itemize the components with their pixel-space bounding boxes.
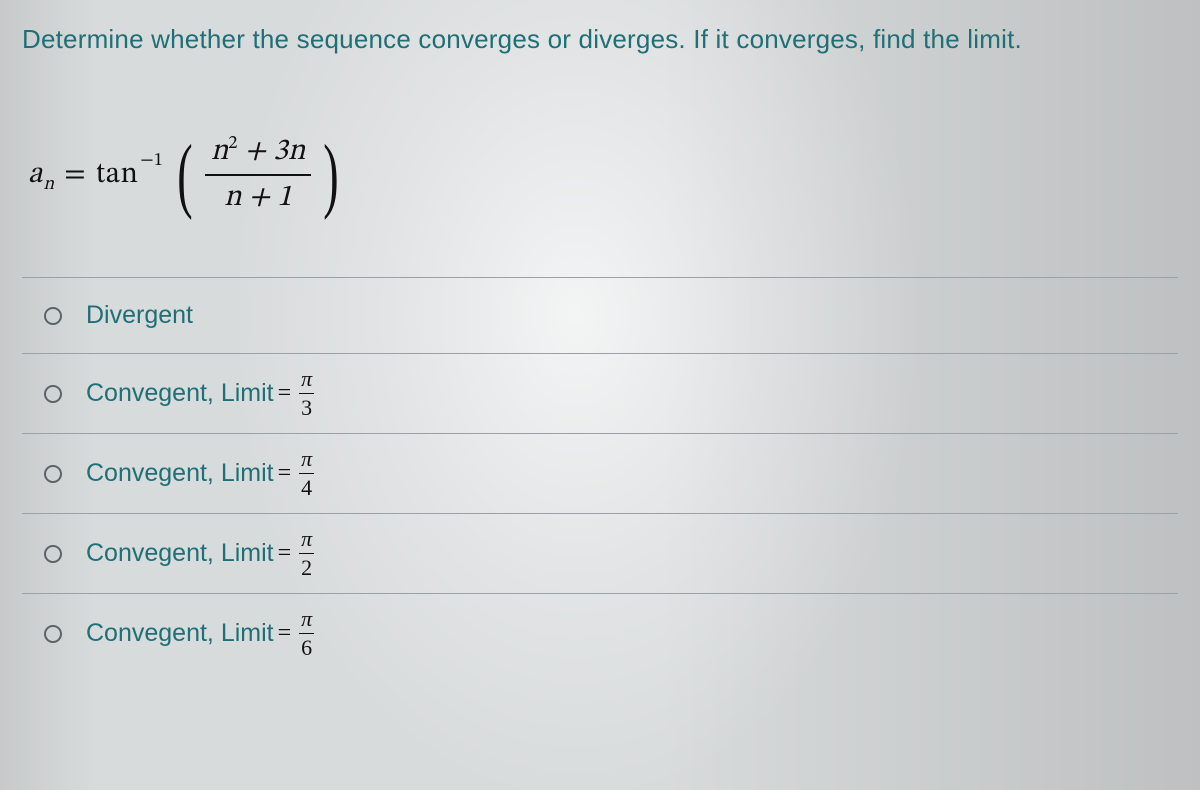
option-fraction: π2 bbox=[299, 528, 314, 579]
fraction-bar bbox=[205, 174, 311, 176]
option-fraction-bar bbox=[299, 473, 314, 474]
option-fraction: π3 bbox=[299, 368, 314, 419]
option-fraction: π4 bbox=[299, 448, 314, 499]
answer-option[interactable]: Convegent, Limit =π4 bbox=[22, 434, 1178, 514]
option-text: Convegent, Limit bbox=[86, 539, 274, 568]
option-fraction-bar bbox=[299, 553, 314, 554]
option-fraction-den: 3 bbox=[299, 397, 314, 419]
fraction-denominator: n + 1 bbox=[218, 179, 298, 217]
answer-option[interactable]: Divergent bbox=[22, 278, 1178, 354]
option-text: Divergent bbox=[86, 301, 193, 330]
answer-options: DivergentConvegent, Limit =π3Convegent, … bbox=[22, 277, 1178, 673]
option-fraction-num: π bbox=[299, 528, 314, 550]
option-fraction-bar bbox=[299, 633, 314, 634]
option-text: Convegent, Limit bbox=[86, 619, 274, 648]
option-text: Convegent, Limit bbox=[86, 459, 274, 488]
num-rest: + 3n bbox=[237, 137, 305, 167]
option-equals: = bbox=[278, 620, 292, 647]
radio-button[interactable] bbox=[44, 465, 62, 483]
radio-button[interactable] bbox=[44, 545, 62, 563]
option-equals: = bbox=[278, 380, 292, 407]
option-fraction-den: 4 bbox=[299, 477, 314, 499]
num-squared: 2 bbox=[228, 135, 237, 153]
option-equals: = bbox=[278, 460, 292, 487]
option-label: Divergent bbox=[86, 301, 193, 330]
radio-button[interactable] bbox=[44, 307, 62, 325]
option-fraction-num: π bbox=[299, 368, 314, 390]
question-prompt: Determine whether the sequence converges… bbox=[22, 24, 1178, 55]
lhs-subscript: n bbox=[43, 176, 54, 194]
left-paren: ( bbox=[177, 150, 192, 200]
function-name: tan bbox=[96, 156, 139, 194]
answer-option[interactable]: Convegent, Limit =π3 bbox=[22, 354, 1178, 434]
option-fraction-num: π bbox=[299, 448, 314, 470]
option-fraction: π6 bbox=[299, 608, 314, 659]
paren-group: ( n2 + 3n n + 1 ) bbox=[171, 133, 345, 217]
formula-lhs: an bbox=[28, 156, 54, 194]
equals-sign: = bbox=[64, 156, 86, 194]
lhs-var: a bbox=[28, 160, 42, 190]
option-label: Convegent, Limit =π2 bbox=[86, 528, 314, 579]
radio-button[interactable] bbox=[44, 385, 62, 403]
option-fraction-den: 2 bbox=[299, 557, 314, 579]
right-paren: ) bbox=[324, 150, 339, 200]
num-var: n bbox=[211, 137, 228, 167]
fraction-numerator: n2 + 3n bbox=[205, 133, 311, 171]
option-label: Convegent, Limit =π6 bbox=[86, 608, 314, 659]
answer-option[interactable]: Convegent, Limit =π6 bbox=[22, 594, 1178, 673]
option-label: Convegent, Limit =π3 bbox=[86, 368, 314, 419]
option-text: Convegent, Limit bbox=[86, 379, 274, 408]
function-exponent: −1 bbox=[140, 150, 163, 173]
argument-fraction: n2 + 3n n + 1 bbox=[205, 133, 311, 217]
sequence-formula: an = tan−1 ( n2 + 3n n + 1 ) bbox=[28, 133, 1178, 217]
option-label: Convegent, Limit =π4 bbox=[86, 448, 314, 499]
option-fraction-num: π bbox=[299, 608, 314, 630]
answer-option[interactable]: Convegent, Limit =π2 bbox=[22, 514, 1178, 594]
radio-button[interactable] bbox=[44, 625, 62, 643]
option-fraction-den: 6 bbox=[299, 637, 314, 659]
option-fraction-bar bbox=[299, 393, 314, 394]
option-equals: = bbox=[278, 540, 292, 567]
